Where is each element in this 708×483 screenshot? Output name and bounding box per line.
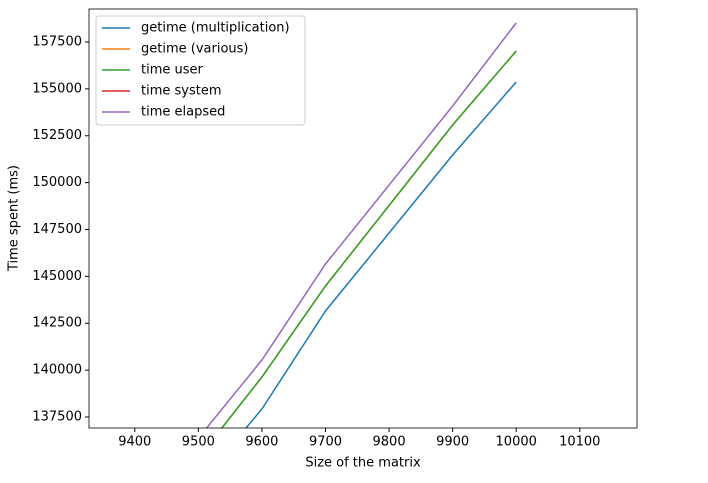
y-tick-label: 157500 [32,34,82,49]
x-tick-label: 9500 [182,435,215,450]
series-line [245,81,517,428]
x-axis-label: Size of the matrix [305,456,421,471]
x-tick-label: 9800 [373,435,406,450]
y-tick-label: 142500 [32,316,82,331]
x-tick-label: 9600 [245,435,278,450]
axes-frame [88,8,638,429]
legend-label: time elapsed [141,105,225,120]
series-line [220,50,517,428]
x-tick-label: 9700 [309,435,342,450]
plot-area [205,22,517,428]
y-tick-label: 140000 [32,363,82,378]
y-tick-label: 147500 [32,222,82,237]
y-tick-label: 152500 [32,128,82,143]
series-line [205,22,517,428]
y-axis-label: Time spent (ms) [7,165,22,272]
x-tick-label: 10100 [559,435,600,450]
legend-label: getime (various) [141,42,248,57]
x-tick-label: 10000 [496,435,537,450]
x-tick-label: 9900 [436,435,469,450]
legend-label: time user [141,63,204,78]
y-tick-label: 155000 [32,81,82,96]
x-tick-label: 9400 [118,435,151,450]
legend-box [95,15,306,126]
y-tick-label: 145000 [32,269,82,284]
legend-label: time system [141,84,222,99]
legend-label: getime (multiplication) [141,21,290,36]
y-tick-label: 150000 [32,175,82,190]
y-tick-label: 137500 [32,409,82,424]
